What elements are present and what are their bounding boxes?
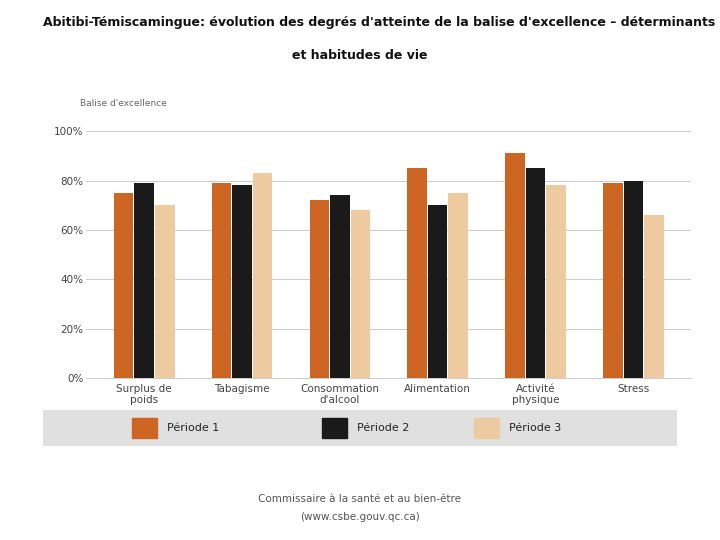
Bar [603, 183, 623, 378]
Bar [132, 418, 157, 438]
Bar [546, 185, 566, 378]
Bar [474, 418, 500, 438]
Text: Période 3: Période 3 [509, 423, 561, 433]
Text: Période 1: Période 1 [167, 423, 219, 433]
Text: et habitudes de vie: et habitudes de vie [292, 49, 428, 62]
Text: (www.csbe.gouv.qc.ca): (www.csbe.gouv.qc.ca) [300, 512, 420, 522]
Bar [428, 205, 448, 378]
Bar [155, 205, 174, 378]
Bar [114, 193, 133, 378]
Text: Abitibi-Témiscamingue: évolution des degrés d'atteinte de la balise d'excellence: Abitibi-Témiscamingue: évolution des deg… [43, 16, 716, 29]
Bar [233, 185, 252, 378]
Bar [408, 168, 427, 378]
Bar [624, 180, 643, 378]
Bar [505, 153, 525, 378]
Text: Balise d'excellence: Balise d'excellence [81, 99, 167, 109]
Text: Commissaire à la santé et au bien-être: Commissaire à la santé et au bien-être [258, 494, 462, 504]
Bar [526, 168, 545, 378]
Bar [253, 173, 272, 378]
Bar [135, 183, 154, 378]
Bar [322, 418, 347, 438]
Text: Période 2: Période 2 [357, 423, 409, 433]
Bar [351, 210, 370, 378]
Bar [449, 193, 468, 378]
Bar [212, 183, 231, 378]
Bar [644, 215, 664, 378]
Bar [330, 195, 350, 378]
Bar [310, 200, 329, 378]
